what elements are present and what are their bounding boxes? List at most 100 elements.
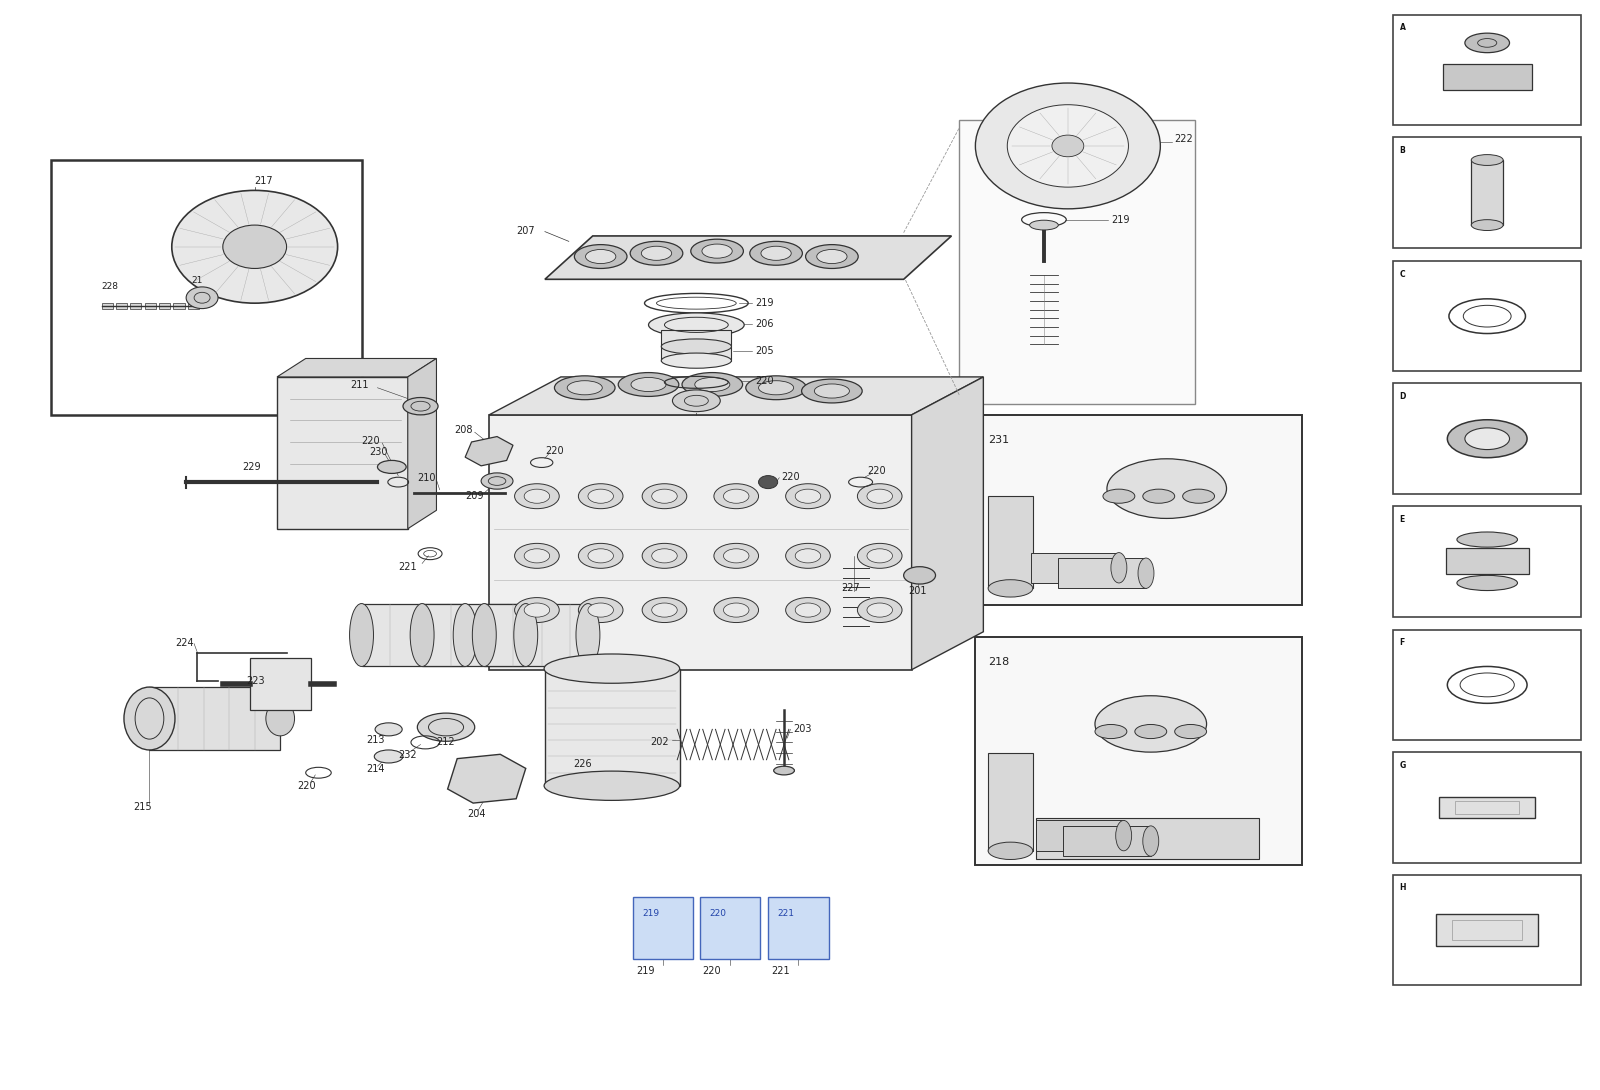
Ellipse shape <box>1142 489 1174 504</box>
Ellipse shape <box>587 489 613 504</box>
Ellipse shape <box>795 489 821 504</box>
Ellipse shape <box>795 548 821 562</box>
Ellipse shape <box>1094 725 1126 739</box>
Text: 229: 229 <box>242 462 261 472</box>
Text: 221: 221 <box>398 561 418 571</box>
Text: D: D <box>1400 392 1406 401</box>
Circle shape <box>1051 135 1083 157</box>
Circle shape <box>186 287 218 308</box>
Text: 232: 232 <box>398 750 418 761</box>
Ellipse shape <box>630 241 683 265</box>
Bar <box>144 303 155 308</box>
Ellipse shape <box>515 544 560 568</box>
Ellipse shape <box>525 548 550 562</box>
Text: 207: 207 <box>517 226 534 235</box>
Circle shape <box>758 475 778 488</box>
Ellipse shape <box>762 246 792 261</box>
Text: 220: 220 <box>755 376 774 386</box>
Bar <box>1440 797 1534 819</box>
Text: G: G <box>1400 761 1406 770</box>
Bar <box>1443 63 1531 89</box>
Text: 220: 220 <box>781 472 800 482</box>
Ellipse shape <box>642 597 686 622</box>
Bar <box>1030 553 1118 583</box>
Ellipse shape <box>578 544 622 568</box>
Ellipse shape <box>630 377 666 391</box>
Text: 219: 219 <box>755 299 774 308</box>
Ellipse shape <box>989 843 1032 860</box>
Polygon shape <box>277 359 437 377</box>
Bar <box>989 496 1032 589</box>
Ellipse shape <box>795 603 821 617</box>
Text: 224: 224 <box>174 638 194 647</box>
Text: 206: 206 <box>755 318 774 329</box>
Ellipse shape <box>410 604 434 666</box>
Ellipse shape <box>651 489 677 504</box>
Ellipse shape <box>544 771 680 800</box>
Ellipse shape <box>758 380 794 395</box>
Text: E: E <box>1400 514 1405 523</box>
Ellipse shape <box>858 597 902 622</box>
Ellipse shape <box>867 603 893 617</box>
Ellipse shape <box>661 353 731 368</box>
Ellipse shape <box>805 244 858 268</box>
Ellipse shape <box>774 766 795 775</box>
Circle shape <box>976 83 1160 209</box>
Bar <box>362 604 466 666</box>
Bar <box>1394 630 1581 740</box>
Text: 204: 204 <box>467 809 485 819</box>
Bar <box>485 604 587 666</box>
Text: 228: 228 <box>102 282 118 291</box>
Ellipse shape <box>266 701 294 736</box>
Ellipse shape <box>578 484 622 509</box>
Ellipse shape <box>587 548 613 562</box>
Ellipse shape <box>691 239 744 263</box>
Text: 219: 219 <box>1110 215 1130 225</box>
Ellipse shape <box>651 548 677 562</box>
Ellipse shape <box>802 379 862 403</box>
Text: 230: 230 <box>370 447 387 457</box>
Text: 220: 220 <box>546 446 563 456</box>
Ellipse shape <box>661 339 731 354</box>
Bar <box>1035 821 1123 851</box>
Bar <box>1446 548 1528 574</box>
Text: 226: 226 <box>573 759 592 770</box>
Ellipse shape <box>867 548 893 562</box>
Ellipse shape <box>1110 553 1126 583</box>
Ellipse shape <box>555 376 614 400</box>
Circle shape <box>171 191 338 303</box>
Bar <box>1394 261 1581 372</box>
Ellipse shape <box>651 603 677 617</box>
Bar <box>158 303 170 308</box>
Ellipse shape <box>525 489 550 504</box>
Bar <box>422 604 526 666</box>
Text: 218: 218 <box>989 657 1010 667</box>
Text: C: C <box>1400 269 1405 279</box>
Text: 221: 221 <box>778 909 795 918</box>
Ellipse shape <box>786 484 830 509</box>
Ellipse shape <box>1107 459 1227 519</box>
Ellipse shape <box>1174 725 1206 739</box>
Bar <box>1058 558 1146 589</box>
Bar <box>976 415 1302 605</box>
Text: 220: 220 <box>867 467 885 476</box>
Text: 208: 208 <box>454 425 472 435</box>
Ellipse shape <box>1134 725 1166 739</box>
Text: B: B <box>1400 146 1405 155</box>
Bar <box>149 687 280 750</box>
Ellipse shape <box>525 603 550 617</box>
Bar <box>1394 384 1581 494</box>
Text: 201: 201 <box>909 585 926 595</box>
Bar <box>187 303 198 308</box>
Ellipse shape <box>904 567 936 584</box>
Bar <box>989 753 1032 851</box>
Ellipse shape <box>867 489 893 504</box>
Bar <box>1062 826 1150 857</box>
Ellipse shape <box>586 250 616 264</box>
Text: 220: 220 <box>702 966 722 977</box>
Ellipse shape <box>587 603 613 617</box>
Polygon shape <box>448 754 526 803</box>
Bar <box>490 415 912 669</box>
Text: 223: 223 <box>246 676 266 686</box>
Bar <box>661 330 731 361</box>
